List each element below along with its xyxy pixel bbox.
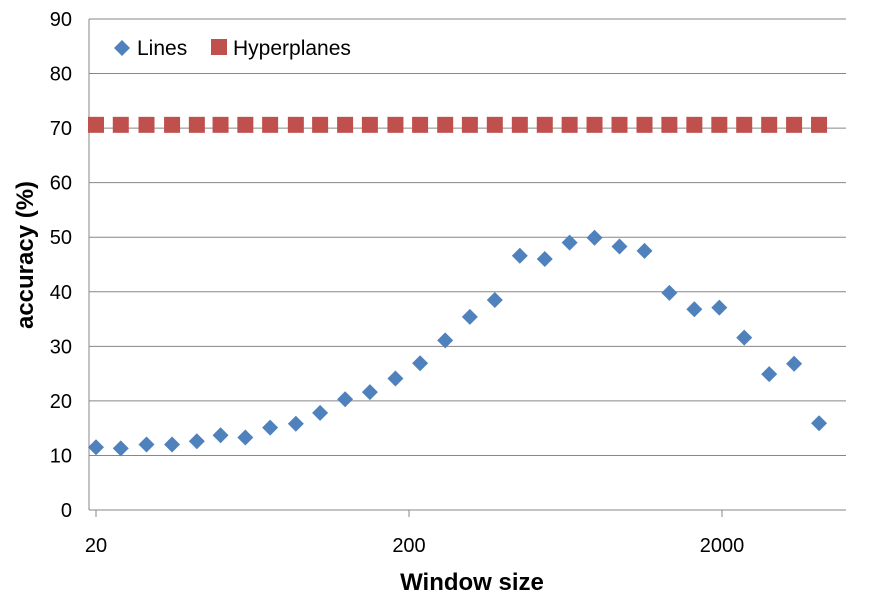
point-lines-26: [736, 329, 753, 346]
y-tick-label: 90: [50, 9, 72, 31]
point-lines-7: [262, 419, 279, 436]
point-hyperplanes-3: [164, 116, 181, 133]
point-lines-4: [188, 433, 205, 450]
point-hyperplanes-15: [461, 116, 478, 133]
point-lines-16: [486, 291, 503, 308]
point-lines-9: [312, 404, 329, 421]
point-lines-11: [361, 384, 378, 401]
point-hyperplanes-2: [138, 116, 155, 133]
point-lines-20: [586, 229, 603, 246]
point-hyperplanes-4: [188, 116, 205, 133]
legend-label-hyperplanes: Hyperplanes: [233, 37, 351, 60]
legend: Lines Hyperplanes: [114, 37, 351, 60]
point-lines-13: [412, 355, 429, 372]
x-axis: 20 200 2000: [85, 19, 744, 557]
point-lines-8: [287, 415, 304, 432]
point-lines-5: [212, 427, 229, 444]
point-hyperplanes-23: [661, 116, 678, 133]
point-hyperplanes-5: [212, 116, 229, 133]
point-lines-2: [138, 436, 155, 453]
point-hyperplanes-11: [361, 116, 378, 133]
point-hyperplanes-10: [337, 116, 354, 133]
y-tick-label: 10: [50, 445, 72, 467]
point-hyperplanes-24: [686, 116, 703, 133]
point-lines-0: [88, 439, 104, 456]
point-hyperplanes-20: [586, 116, 603, 133]
y-tick-label: 0: [61, 500, 72, 522]
y-tick-label: 80: [50, 64, 72, 86]
point-lines-12: [387, 370, 404, 387]
y-tick-label: 50: [50, 227, 72, 249]
x-tick-label: 20: [85, 535, 107, 557]
point-hyperplanes-13: [412, 116, 429, 133]
data-points: [88, 116, 828, 457]
point-lines-17: [511, 247, 528, 264]
point-hyperplanes-22: [636, 116, 653, 133]
point-lines-25: [711, 299, 728, 316]
point-hyperplanes-6: [237, 116, 254, 133]
y-tick-label: 40: [50, 282, 72, 304]
point-hyperplanes-21: [611, 116, 628, 133]
legend-marker-hyperplanes: [211, 39, 227, 55]
point-lines-24: [686, 301, 703, 318]
point-lines-3: [164, 436, 181, 453]
point-hyperplanes-8: [287, 116, 304, 133]
legend-label-lines: Lines: [137, 37, 187, 60]
point-hyperplanes-17: [511, 116, 528, 133]
point-hyperplanes-9: [312, 116, 329, 133]
x-axis-title: Window size: [400, 569, 544, 596]
y-tick-label: 70: [50, 118, 72, 140]
point-lines-15: [461, 308, 478, 325]
point-lines-29: [811, 415, 828, 432]
y-axis-title: accuracy (%): [12, 181, 39, 329]
point-lines-28: [786, 355, 803, 372]
point-lines-10: [337, 391, 354, 408]
y-axis-ticks: 0 10 20 30 40 50 60 70 80 90: [50, 9, 72, 522]
y-tick-label: 60: [50, 173, 72, 195]
point-hyperplanes-14: [437, 116, 454, 133]
point-lines-1: [112, 440, 129, 457]
point-hyperplanes-28: [786, 116, 803, 133]
point-hyperplanes-25: [711, 116, 728, 133]
point-hyperplanes-26: [736, 116, 753, 133]
point-lines-22: [636, 242, 653, 259]
point-lines-6: [237, 429, 254, 446]
y-tick-label: 20: [50, 391, 72, 413]
point-hyperplanes-19: [561, 116, 578, 133]
x-tick-label: 200: [392, 535, 425, 557]
point-lines-27: [761, 366, 778, 383]
point-hyperplanes-18: [536, 116, 553, 133]
legend-marker-lines: [114, 40, 130, 56]
point-lines-18: [536, 251, 553, 268]
point-hyperplanes-0: [88, 116, 104, 133]
point-hyperplanes-7: [262, 116, 279, 133]
point-lines-19: [561, 234, 578, 251]
point-hyperplanes-1: [112, 116, 129, 133]
point-hyperplanes-12: [387, 116, 404, 133]
point-lines-14: [437, 332, 454, 349]
x-tick-label: 2000: [700, 535, 745, 557]
point-hyperplanes-16: [486, 116, 503, 133]
point-hyperplanes-29: [811, 116, 828, 133]
point-hyperplanes-27: [761, 116, 778, 133]
point-lines-23: [661, 284, 678, 301]
y-tick-label: 30: [50, 336, 72, 358]
grid-lines: [89, 18, 846, 511]
point-lines-21: [611, 238, 628, 255]
